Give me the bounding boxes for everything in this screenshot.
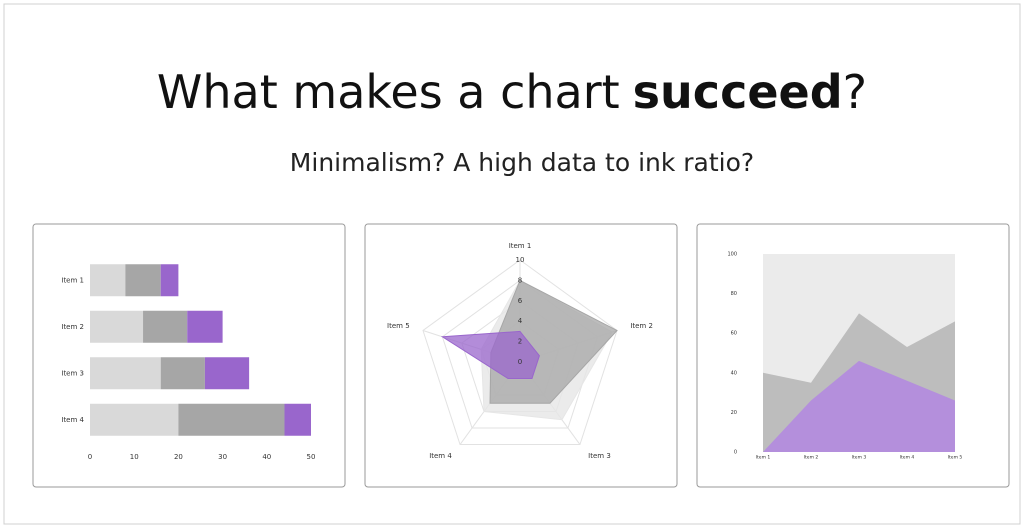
panel	[32, 223, 346, 488]
slide-subtitle: Minimalism? A high data to ink ratio?	[290, 148, 754, 177]
y-tick-label: 40	[731, 370, 737, 376]
r-tick-label: 2	[518, 338, 522, 346]
r-tick-label: 10	[516, 256, 525, 264]
r-tick-label: 8	[518, 276, 522, 284]
y-tick-label: Item 3	[61, 369, 84, 377]
axis-label: Item 3	[588, 452, 611, 460]
x-tick-label: 20	[174, 453, 183, 461]
bar-segment	[204, 357, 250, 390]
bar-segment	[160, 357, 205, 390]
axis-label: Item 5	[387, 322, 410, 330]
x-tick-label: 10	[130, 453, 139, 461]
bar-segment	[90, 310, 144, 343]
x-tick-label: Item 1	[756, 455, 771, 461]
x-tick-label: Item 5	[948, 455, 963, 461]
y-tick-label: 0	[734, 450, 737, 456]
x-tick-label: Item 3	[852, 455, 867, 461]
area	[763, 360, 955, 452]
bar-segment	[143, 310, 188, 343]
r-tick-label: 0	[518, 358, 522, 366]
y-tick-label: 100	[727, 252, 737, 258]
bar-segment	[90, 264, 126, 297]
x-tick-label: 50	[307, 453, 316, 461]
x-tick-label: Item 2	[804, 455, 819, 461]
x-tick-label: 40	[262, 453, 271, 461]
y-tick-label: Item 1	[61, 276, 84, 284]
x-tick-label: Item 4	[900, 455, 915, 461]
y-tick-label: Item 2	[61, 323, 84, 331]
x-tick-label: 0	[88, 453, 92, 461]
r-tick-label: 4	[518, 317, 523, 325]
bar-segment	[178, 403, 285, 436]
axis-label: Item 2	[630, 322, 653, 330]
axis-label: Item 1	[509, 242, 532, 250]
bar-segment	[160, 264, 179, 297]
title-part: ?	[843, 65, 867, 119]
y-tick-label: 20	[731, 410, 737, 416]
y-tick-label: Item 4	[61, 416, 84, 424]
r-tick-label: 6	[518, 297, 523, 305]
bar-segment	[90, 403, 179, 436]
slide-title: What makes a chart succeed?	[157, 65, 867, 119]
axis-label: Item 4	[429, 452, 452, 460]
grid-ring	[422, 259, 618, 446]
title-part: What makes a chart	[157, 65, 620, 119]
bar-segment	[90, 357, 161, 390]
title-bold: succeed	[633, 65, 843, 119]
bar-segment	[125, 264, 161, 297]
radar-area	[440, 330, 540, 380]
y-tick-label: 60	[731, 331, 737, 337]
y-tick-label: 80	[731, 291, 737, 297]
bar-segment	[284, 403, 311, 436]
bar-segment	[187, 310, 223, 343]
x-tick-label: 30	[218, 453, 227, 461]
